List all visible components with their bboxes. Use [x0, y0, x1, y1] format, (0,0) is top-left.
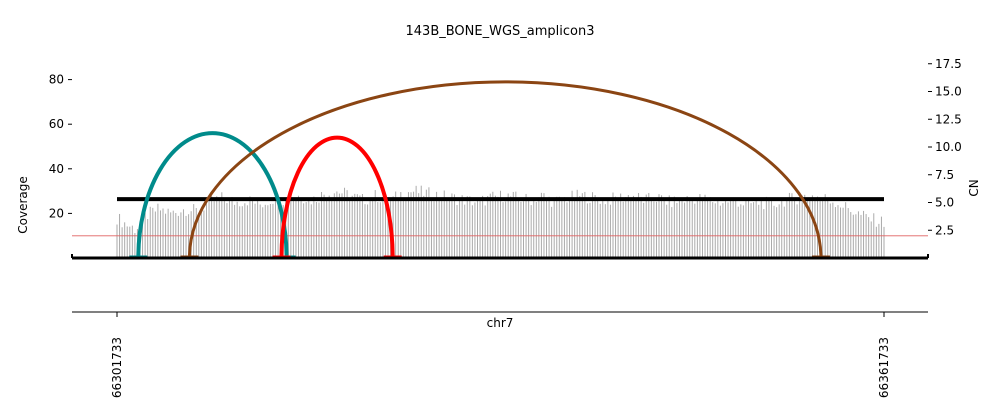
y-tick-label: 60	[49, 117, 64, 131]
y-tick-label: 40	[49, 162, 64, 176]
x-axis-label: chr7	[487, 316, 514, 330]
y2-tick-label: 10.0	[935, 140, 962, 154]
y2-tick-label: 17.5	[935, 57, 962, 71]
breakpoint-arc	[279, 135, 395, 259]
x-tick-label: 66361733	[877, 337, 891, 398]
y2-tick-label: 12.5	[935, 112, 962, 126]
y2-tick-label: 15.0	[935, 85, 962, 99]
y2-tick-label: 5.0	[935, 196, 954, 210]
x-tick-label: 66301733	[110, 337, 124, 398]
breakpoint-arc	[187, 80, 823, 259]
axes: 20 40 60 80 2.5 5.0 7.5 10.0 12.5 15.0 17.5 6630173…	[49, 57, 962, 398]
y-axis-label: Coverage	[16, 176, 30, 234]
y2-tick-label: 7.5	[935, 168, 954, 182]
breakpoint-arc	[136, 131, 289, 259]
y-tick-label: 20	[49, 206, 64, 220]
y2-tick-label: 2.5	[935, 223, 954, 237]
y2-axis-label: CN	[967, 179, 981, 196]
coverage-bars	[116, 185, 885, 258]
y-tick-label: 80	[49, 73, 64, 87]
cn-layer	[72, 197, 928, 237]
chart-title: 143B_BONE_WGS_amplicon3	[406, 24, 595, 39]
